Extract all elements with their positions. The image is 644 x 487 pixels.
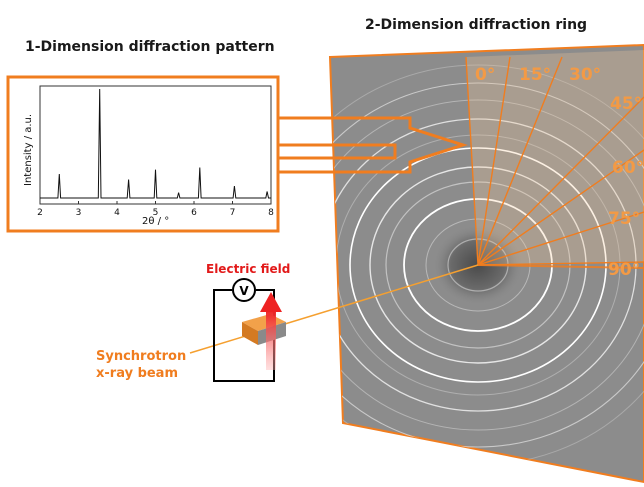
x-axis-tick-labels: 2 3 4 5 6 7 8: [37, 208, 274, 218]
field-arrow-head: [260, 292, 282, 312]
angle-label-15: 15°: [519, 65, 551, 85]
angle-label-0: 0°: [475, 65, 495, 85]
angle-label-45: 45°: [610, 94, 642, 114]
angle-label-30: 30°: [569, 65, 601, 85]
x-axis-label: 2θ / °: [142, 216, 169, 227]
angle-label-75: 75°: [608, 209, 640, 229]
x-tick-label-2: 2: [37, 208, 43, 218]
beam-label-line2: x-ray beam: [96, 366, 178, 381]
electric-field-label: Electric field: [206, 262, 290, 276]
x-tick-label-4: 4: [114, 208, 120, 218]
x-tick-label-6: 6: [191, 208, 197, 218]
voltmeter-icon: [232, 278, 256, 302]
plot-area: [39, 85, 272, 205]
diffraction-pattern-line: [40, 88, 271, 199]
beam-label-line1: Synchrotron: [96, 349, 186, 364]
x-tick-label-8: 8: [268, 208, 274, 218]
angle-sector-lines: [465, 56, 644, 266]
y-axis-label: Intensity / a.u.: [23, 114, 34, 186]
angle-label-60: 60°: [612, 158, 644, 178]
sample-left: [242, 322, 258, 345]
electric-circuit: V: [213, 278, 286, 382]
detector-panel: [328, 43, 644, 484]
x-tick-label-3: 3: [76, 208, 82, 218]
two-d-title: 2-Dimension diffraction ring: [365, 17, 587, 33]
projection-arrow: [276, 116, 468, 174]
x-tick-label-7: 7: [230, 208, 236, 218]
x-axis-ticks: [39, 201, 272, 204]
one-d-title: 1-Dimension diffraction pattern: [25, 39, 275, 55]
xray-beam-line: [189, 264, 479, 354]
field-arrow-shaft: [266, 310, 276, 370]
voltmeter-label: V: [239, 284, 249, 298]
x-tick-label-5: 5: [153, 208, 159, 218]
angle-label-90: 90°: [608, 260, 640, 280]
